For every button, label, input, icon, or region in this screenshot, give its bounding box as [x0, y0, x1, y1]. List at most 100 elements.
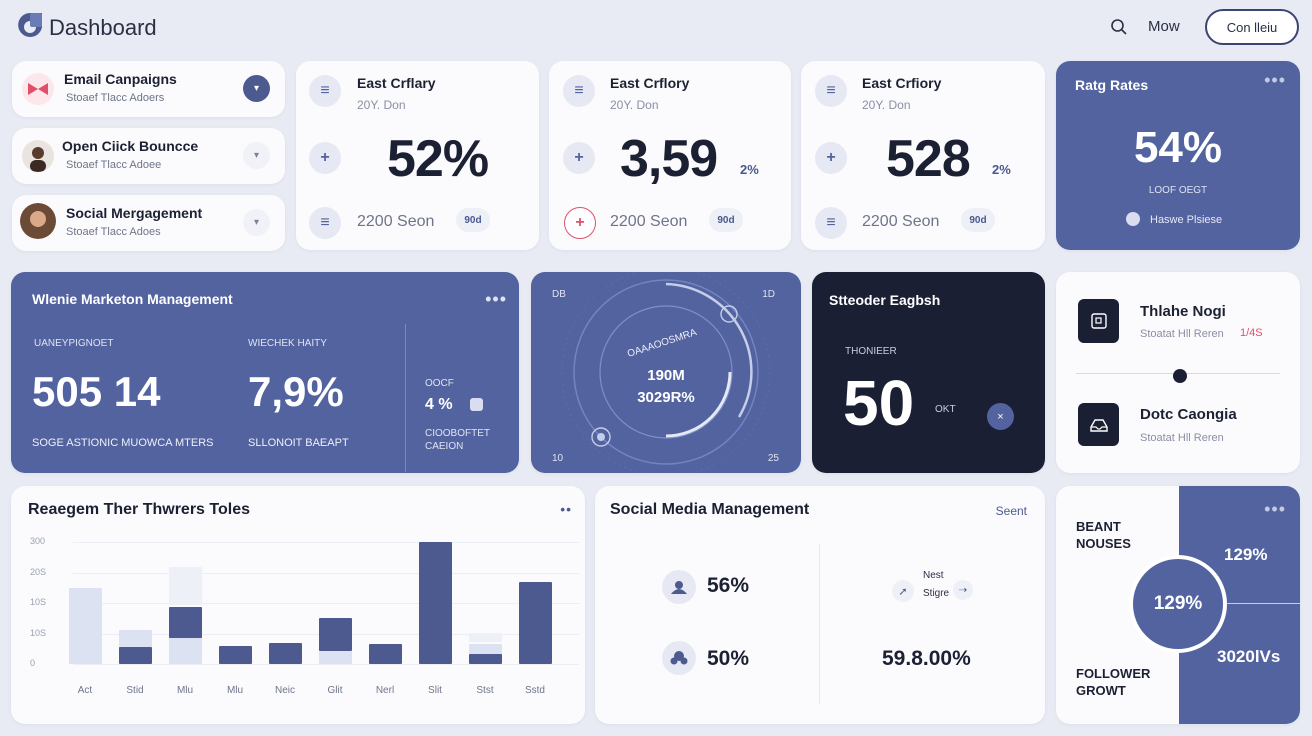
campaign-item-open-click[interactable]: Open Ciick Bouncce Stoaef Tlacc Adoee ▾ [12, 128, 285, 184]
stat-card-2: ≡ East Crflory 20Y. Don + 3,59 2% + 2200… [549, 61, 791, 250]
campaign-title: Open Ciick Bouncce [62, 138, 199, 154]
divider [1180, 603, 1300, 604]
metric-value: 7,9% [248, 368, 344, 415]
gauge-chart [561, 272, 771, 473]
chevron-down-icon[interactable]: ▾ [243, 75, 270, 102]
stat-foot: 2200 Seon [610, 213, 688, 230]
campaign-item-email[interactable]: Email Canpaigns Stoaef Tlacc Adoers ▾ [12, 61, 285, 117]
stat-name: East Crflary [357, 75, 436, 91]
next-label: Nest [923, 570, 944, 581]
nav-link-now[interactable]: Mow [1148, 18, 1180, 35]
plus-icon[interactable]: + [815, 142, 847, 174]
grid-line [73, 572, 579, 574]
contact-button[interactable]: Con lleiu [1205, 9, 1299, 45]
bar-chart-card: Reaegem Ther Thwrers Toles •• 300 20S 10S 1… [11, 486, 585, 724]
more-icon[interactable]: ••• [1264, 70, 1286, 90]
bar[interactable] [119, 646, 152, 664]
chevron-down-icon[interactable]: ▾ [243, 209, 270, 236]
more-icon[interactable]: •• [560, 501, 572, 517]
person-sub: Stoatat Hll Reren [1140, 432, 1224, 444]
y-tick-label: 300 [30, 536, 46, 546]
grid-line [73, 603, 579, 604]
metric-foot: SLLONOIT BAEAPT [248, 437, 349, 449]
stat-value: 528 [886, 130, 971, 188]
info-icon [1126, 212, 1140, 226]
rate-card: Ratg Rates ••• 54% LOOF OEGT Haswe Plsie… [1056, 61, 1300, 250]
slider-handle[interactable] [1173, 369, 1187, 383]
x-tick-label: Mlu [176, 685, 194, 696]
list-icon: ≡ [309, 75, 341, 107]
period-badge[interactable]: 90d [961, 208, 995, 232]
more-icon[interactable]: ••• [1264, 499, 1286, 519]
x-tick-label: Stst [476, 685, 494, 696]
dark-card-value: 50 [843, 367, 915, 439]
stat-value: 3,59 [620, 130, 718, 188]
list-icon: ≡ [563, 75, 595, 107]
stat-foot: 2200 Seon [862, 213, 940, 230]
campaign-item-social[interactable]: Social Mergagement Stoaef Tlacc Adoes ▾ [12, 195, 285, 251]
gauge-corner-label: DB [552, 289, 566, 300]
x-tick-label: Sstd [524, 685, 545, 696]
bar[interactable] [169, 566, 202, 605]
inbox-icon [1078, 403, 1119, 446]
social-link[interactable]: Seent [995, 504, 1027, 518]
follower-bottom-value: 3020lVs [1217, 647, 1281, 666]
bar[interactable] [69, 588, 102, 664]
person-name: Thlahe Nogi [1140, 303, 1226, 320]
divider [405, 324, 406, 472]
bar[interactable] [419, 542, 452, 664]
campaign-subtitle: Stoaef Tlacc Adoers [66, 92, 165, 104]
social-metric: 59.8.00% [882, 647, 971, 670]
more-icon[interactable]: ••• [485, 289, 507, 309]
period-badge[interactable]: 90d [709, 208, 743, 232]
x-tick-label: Glit [327, 685, 343, 696]
app-logo [18, 13, 42, 37]
bar[interactable] [219, 645, 252, 664]
trend-icon [470, 398, 483, 411]
y-tick-label: 10S [30, 597, 47, 607]
rate-title: Ratg Rates [1075, 77, 1149, 93]
close-icon[interactable]: × [987, 403, 1014, 430]
search-icon[interactable] [1110, 18, 1128, 36]
bar[interactable] [269, 643, 302, 664]
people-card: Thlahe Nogi Stoatat Hll Reren 1/4S Dotc … [1056, 272, 1300, 473]
plus-icon[interactable]: + [563, 142, 595, 174]
gauge-corner-label: 25 [767, 453, 779, 464]
stat-name: East Crflory [610, 75, 690, 91]
dark-card-label: THONIEER [845, 346, 897, 357]
avatar [22, 140, 54, 172]
gauge-card: OAAAOOSMRA 190M 3029R% DB 1D 10 25 [531, 272, 801, 473]
gauge-value-1: 190M [647, 367, 685, 384]
campaign-title: Email Canpaigns [64, 71, 177, 87]
list-icon: ≡ [815, 75, 847, 107]
plus-icon[interactable]: + [309, 142, 341, 174]
arrow-icon[interactable]: ⇢ [953, 580, 973, 600]
y-tick-label: 0 [30, 658, 36, 668]
stat-sub: 20Y. Don [862, 98, 911, 112]
chevron-down-icon[interactable]: ▾ [243, 142, 270, 169]
marketing-title: Wlenie Marketon Management [32, 291, 233, 307]
social-media-card: Social Media Management Seent 56% 50% ➚ … [595, 486, 1045, 724]
dark-card-unit: OKT [935, 404, 956, 415]
stat-value: 52% [387, 130, 489, 188]
stat-name: East Crfiory [862, 75, 942, 91]
bar[interactable] [469, 654, 502, 664]
gauge-corner-label: 10 [552, 453, 564, 464]
metric-value: 505 14 [32, 368, 161, 415]
x-tick-label: Nerl [375, 685, 395, 696]
bar[interactable] [519, 582, 552, 664]
rate-value: 54% [1133, 123, 1223, 172]
grid-line [73, 542, 579, 543]
bar[interactable] [169, 606, 202, 639]
gauge-corner-label: 1D [762, 289, 775, 300]
bar[interactable] [469, 632, 502, 643]
metric-foot: SOGE ASTIONIC MUOWCA MTERS [32, 437, 214, 449]
period-badge[interactable]: 90d [456, 208, 490, 232]
stat-pct: 2% [992, 162, 1011, 177]
gauge-value-2: 3029R% [637, 389, 695, 406]
campaign-subtitle: Stoaef Tlacc Adoee [66, 159, 162, 171]
plus-icon[interactable]: + [564, 207, 596, 239]
bar[interactable] [319, 617, 352, 651]
bar[interactable] [369, 644, 402, 664]
avatar [20, 203, 56, 239]
